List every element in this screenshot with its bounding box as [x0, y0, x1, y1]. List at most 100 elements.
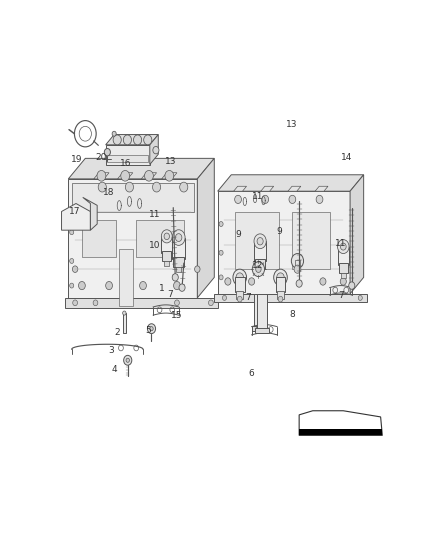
Bar — [258, 294, 267, 330]
Circle shape — [72, 266, 78, 272]
Circle shape — [78, 281, 85, 290]
Text: 16: 16 — [120, 159, 132, 168]
Polygon shape — [65, 298, 218, 308]
Circle shape — [73, 300, 78, 306]
Circle shape — [134, 135, 141, 145]
Circle shape — [237, 296, 242, 302]
Polygon shape — [299, 411, 382, 435]
Bar — [254, 294, 263, 329]
Bar — [164, 261, 169, 266]
Circle shape — [223, 295, 226, 301]
Circle shape — [256, 266, 261, 272]
Polygon shape — [161, 236, 172, 253]
Circle shape — [219, 275, 223, 280]
Polygon shape — [339, 263, 348, 273]
Circle shape — [98, 182, 106, 192]
Text: 3: 3 — [108, 346, 113, 355]
Text: 15: 15 — [171, 311, 183, 320]
Polygon shape — [350, 175, 364, 294]
Circle shape — [316, 195, 323, 204]
Circle shape — [173, 281, 180, 290]
Text: 9: 9 — [235, 230, 241, 239]
Polygon shape — [293, 212, 330, 269]
Circle shape — [296, 280, 302, 287]
Text: 12: 12 — [252, 261, 263, 270]
Circle shape — [219, 222, 223, 227]
Polygon shape — [119, 248, 133, 306]
Circle shape — [113, 135, 121, 145]
Text: 11: 11 — [149, 211, 161, 220]
Circle shape — [176, 233, 182, 241]
Circle shape — [219, 251, 223, 255]
Polygon shape — [141, 173, 157, 179]
Circle shape — [249, 278, 254, 285]
Circle shape — [70, 283, 74, 288]
Circle shape — [161, 230, 172, 243]
Bar — [258, 269, 262, 274]
Circle shape — [125, 182, 134, 192]
Circle shape — [106, 281, 113, 290]
Circle shape — [262, 195, 268, 204]
Circle shape — [165, 171, 174, 181]
Polygon shape — [68, 179, 197, 298]
Circle shape — [338, 240, 349, 254]
Polygon shape — [83, 197, 97, 230]
Circle shape — [274, 269, 287, 286]
Polygon shape — [261, 186, 274, 191]
Circle shape — [123, 311, 126, 315]
Polygon shape — [68, 158, 214, 179]
Circle shape — [144, 135, 152, 145]
Text: 19: 19 — [71, 155, 83, 164]
Circle shape — [340, 278, 346, 285]
Polygon shape — [315, 186, 328, 191]
Circle shape — [180, 182, 188, 192]
Polygon shape — [255, 259, 265, 269]
Circle shape — [294, 265, 301, 273]
Circle shape — [124, 135, 131, 145]
Circle shape — [150, 327, 153, 330]
Text: 17: 17 — [69, 207, 80, 216]
Polygon shape — [172, 238, 185, 259]
Polygon shape — [94, 173, 109, 179]
Circle shape — [112, 131, 116, 136]
Circle shape — [172, 230, 185, 245]
Polygon shape — [254, 241, 266, 261]
Circle shape — [233, 269, 247, 286]
Polygon shape — [61, 204, 90, 230]
Circle shape — [140, 281, 146, 290]
Circle shape — [349, 282, 355, 289]
Text: 2: 2 — [115, 328, 120, 337]
Circle shape — [340, 243, 346, 250]
Polygon shape — [162, 251, 171, 261]
Bar — [295, 260, 300, 269]
Bar — [107, 155, 148, 163]
Circle shape — [175, 300, 179, 306]
Bar — [277, 291, 284, 299]
Circle shape — [235, 195, 241, 204]
Text: 11: 11 — [252, 192, 264, 201]
Circle shape — [277, 273, 284, 282]
Circle shape — [320, 278, 326, 285]
Text: 13: 13 — [165, 157, 177, 166]
Text: 10: 10 — [149, 241, 161, 251]
Circle shape — [70, 230, 74, 235]
Text: 6: 6 — [249, 369, 254, 378]
Circle shape — [289, 195, 296, 204]
Circle shape — [97, 171, 106, 181]
Polygon shape — [288, 186, 301, 191]
Polygon shape — [117, 173, 133, 179]
Circle shape — [172, 273, 178, 281]
Text: 1: 1 — [159, 285, 165, 293]
Bar — [235, 277, 244, 292]
Circle shape — [291, 254, 304, 268]
Circle shape — [252, 262, 265, 277]
Bar — [123, 313, 126, 333]
Text: 5: 5 — [145, 326, 151, 335]
Circle shape — [70, 259, 74, 263]
Polygon shape — [162, 173, 177, 179]
Polygon shape — [106, 134, 158, 145]
Polygon shape — [136, 220, 184, 257]
Circle shape — [254, 234, 266, 248]
Circle shape — [164, 233, 170, 240]
Bar — [237, 291, 243, 299]
